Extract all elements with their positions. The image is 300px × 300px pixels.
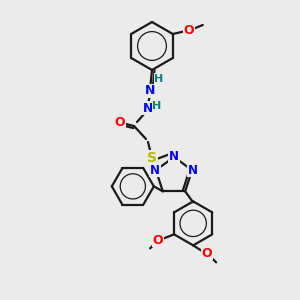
Text: H: H bbox=[154, 74, 164, 84]
Text: N: N bbox=[143, 101, 153, 115]
Text: O: O bbox=[115, 116, 125, 128]
Text: O: O bbox=[184, 23, 194, 37]
Text: N: N bbox=[188, 164, 198, 177]
Text: N: N bbox=[150, 164, 160, 177]
Text: S: S bbox=[147, 151, 157, 165]
Text: O: O bbox=[202, 247, 212, 260]
Text: N: N bbox=[169, 149, 179, 163]
Text: H: H bbox=[152, 101, 162, 111]
Text: N: N bbox=[145, 85, 155, 98]
Text: O: O bbox=[153, 234, 164, 247]
